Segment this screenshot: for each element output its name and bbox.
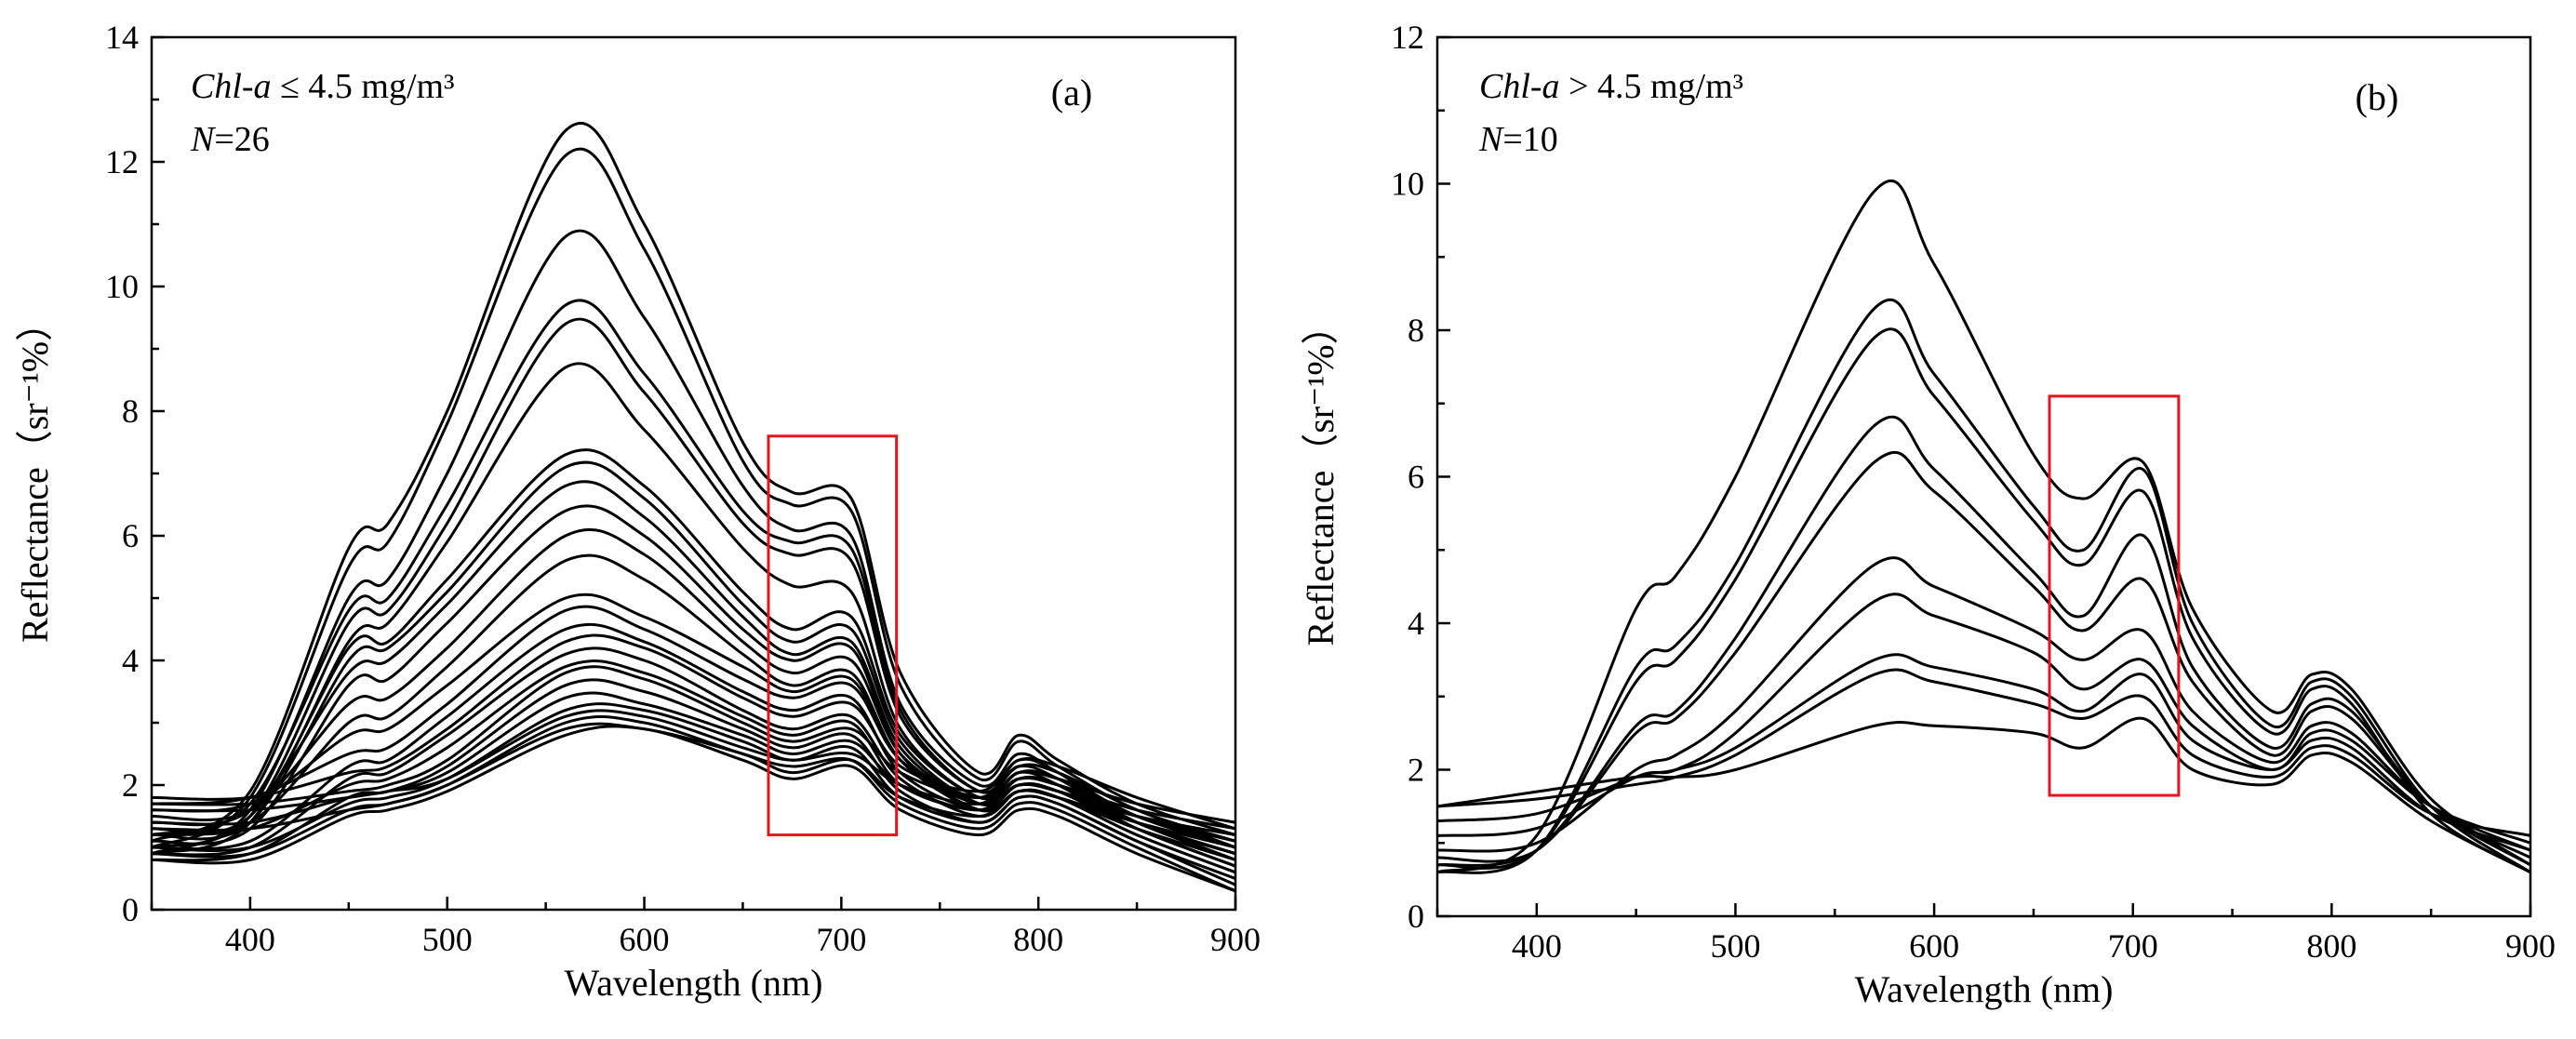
panel-a-chl-prefix: Chl-a xyxy=(191,67,272,106)
panel-b-chl-prefix: Chl-a xyxy=(1479,67,1560,106)
x-tick-label: 600 xyxy=(1909,927,1959,965)
y-tick-label: 6 xyxy=(1408,459,1424,496)
x-tick-label: 500 xyxy=(1710,927,1760,965)
y-tick-label: 12 xyxy=(1391,19,1424,56)
series-line-B9 xyxy=(1437,668,2530,837)
y-tick-label: 12 xyxy=(105,143,139,180)
series-line-B8 xyxy=(1437,653,2530,852)
panel-b-ticks: 400 500 600 700 800 900 0 2 4 6 8 10 12 xyxy=(1391,19,2556,965)
panel-a-chl-annotation: Chl-a ≤ 4.5 mg/m³ xyxy=(191,67,454,106)
x-tick-label: 900 xyxy=(1210,921,1261,958)
y-tick-label: 2 xyxy=(1408,752,1424,789)
y-tick-label: 14 xyxy=(105,19,139,56)
panel-b-series-lines xyxy=(1437,179,2530,874)
y-tick-label: 8 xyxy=(1408,312,1424,349)
panel-b-n-annotation: N=10 xyxy=(1478,120,1558,159)
panel-b-label: (b) xyxy=(2356,76,2399,118)
panel-a-series-lines xyxy=(152,122,1235,893)
series-line-S19 xyxy=(152,665,1235,849)
panel-a-label: (a) xyxy=(1051,72,1092,113)
panel-b: 400 500 600 700 800 900 0 2 4 6 8 10 12 Wavelength (… xyxy=(1300,19,2556,1010)
y-tick-label: 0 xyxy=(1408,898,1424,935)
x-tick-label: 500 xyxy=(422,921,473,958)
y-tick-label: 4 xyxy=(1408,605,1424,642)
panel-b-n-prefix: N xyxy=(1478,120,1505,159)
panel-a-y-axis-title: Reflectance（sr⁻¹%） xyxy=(14,304,56,643)
series-line-B6 xyxy=(1437,556,2530,853)
x-tick-label: 400 xyxy=(1512,927,1562,965)
y-tick-label: 10 xyxy=(1391,166,1424,203)
y-tick-label: 6 xyxy=(122,517,139,554)
series-line-S2 xyxy=(152,147,1235,849)
y-tick-label: 8 xyxy=(122,393,139,430)
panel-a-highlight-box xyxy=(767,434,899,837)
panel-b-x-axis-title: Wavelength (nm) xyxy=(1855,968,2114,1010)
y-tick-label: 10 xyxy=(105,268,139,305)
series-line-S23 xyxy=(152,709,1235,843)
panel-a-ticks: 400 500 600 700 800 900 0 2 4 6 8 10 12 14 xyxy=(105,19,1261,958)
panel-b-plot-frame xyxy=(1435,35,2532,918)
panel-b-n-value: =10 xyxy=(1502,120,1557,159)
x-tick-label: 800 xyxy=(2306,927,2356,965)
panel-a-n-prefix: N xyxy=(190,120,217,159)
series-line-B4 xyxy=(1437,415,2530,867)
series-line-B5 xyxy=(1437,450,2530,863)
panel-a-n-value: =26 xyxy=(214,120,269,159)
series-line-B7 xyxy=(1437,593,2530,845)
panel-b-chl-annotation: Chl-a > 4.5 mg/m³ xyxy=(1479,67,1743,106)
panel-a-x-axis-title: Wavelength (nm) xyxy=(565,962,823,1004)
x-tick-label: 700 xyxy=(816,921,866,958)
series-line-S22 xyxy=(152,702,1235,886)
series-line-S25 xyxy=(152,722,1235,874)
panel-a: 400 500 600 700 800 900 0 2 4 6 8 10 12 14 Wavelength… xyxy=(14,19,1261,1004)
series-line-S26 xyxy=(152,725,1235,893)
x-tick-label: 800 xyxy=(1013,921,1063,958)
y-tick-label: 0 xyxy=(122,891,139,928)
panel-b-y-axis-title: Reflectance（sr⁻¹%） xyxy=(1300,307,1341,646)
y-tick-label: 2 xyxy=(122,766,139,804)
panel-a-n-annotation: N=26 xyxy=(190,120,270,159)
x-tick-label: 700 xyxy=(2108,927,2158,965)
x-tick-label: 400 xyxy=(225,921,275,958)
y-tick-label: 4 xyxy=(122,642,139,679)
panel-b-chl-threshold: > 4.5 mg/m³ xyxy=(1560,67,1744,106)
series-line-B2 xyxy=(1437,298,2530,874)
series-line-B1 xyxy=(1437,179,2530,874)
x-tick-label: 900 xyxy=(2505,927,2556,965)
series-line-S16 xyxy=(152,633,1235,831)
panel-a-chl-threshold: ≤ 4.5 mg/m³ xyxy=(272,67,455,106)
panel-b-highlight-box xyxy=(2048,394,2181,797)
series-line-S18 xyxy=(152,659,1235,868)
x-tick-label: 600 xyxy=(620,921,670,958)
series-line-B3 xyxy=(1437,327,2530,874)
series-line-S3 xyxy=(152,229,1235,856)
series-line-S1 xyxy=(152,122,1235,843)
